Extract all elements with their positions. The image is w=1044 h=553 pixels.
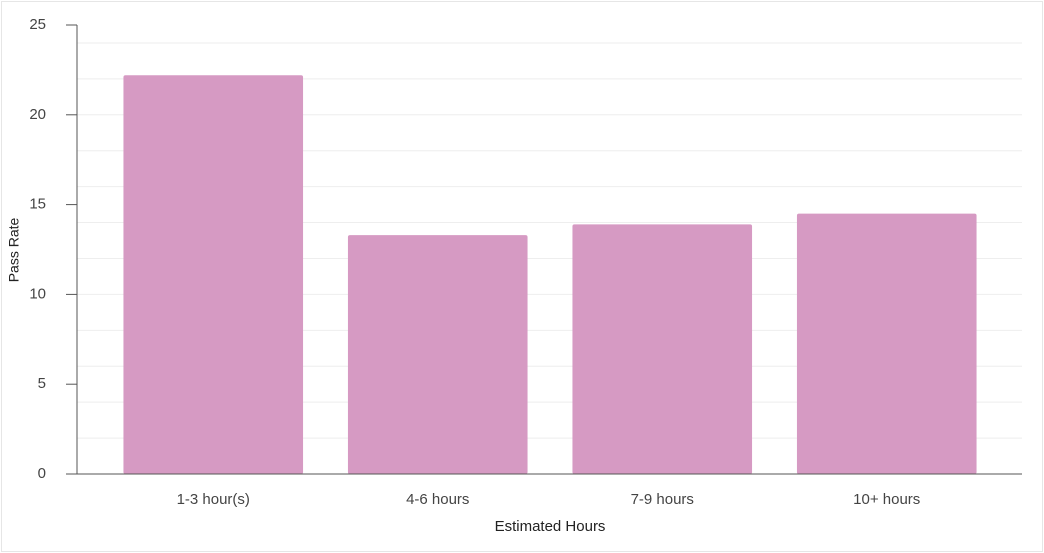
y-tick-label: 25	[29, 16, 46, 33]
x-tick-label: 10+ hours	[853, 491, 920, 508]
y-tick-label: 20	[29, 106, 46, 123]
y-tick-label: 15	[29, 196, 46, 213]
y-tick-label: 10	[29, 285, 46, 302]
bar	[347, 235, 528, 474]
y-tick-label: 5	[38, 375, 46, 392]
bar	[796, 213, 977, 474]
y-axis-title: Pass Rate	[6, 217, 22, 282]
x-tick-label: 4-6 hours	[406, 491, 469, 508]
bar	[123, 75, 304, 475]
bar	[572, 224, 753, 474]
y-tick-label: 0	[38, 465, 46, 482]
x-tick-label: 1-3 hour(s)	[177, 491, 250, 508]
x-tick-label: 7-9 hours	[631, 491, 694, 508]
x-axis-title: Estimated Hours	[495, 518, 606, 535]
